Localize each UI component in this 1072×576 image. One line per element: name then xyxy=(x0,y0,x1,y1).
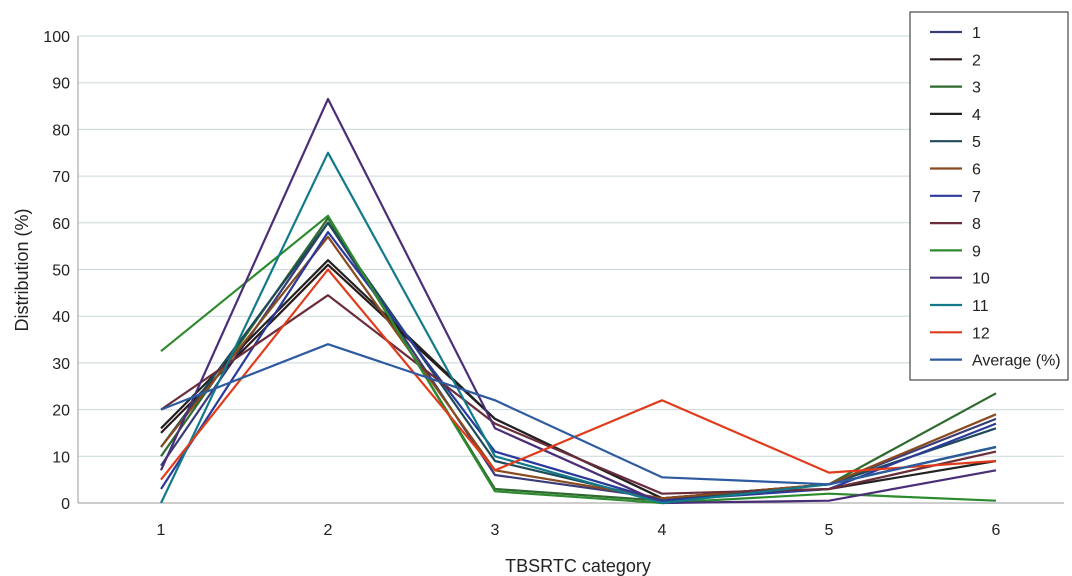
series-line-11 xyxy=(160,151,997,505)
x-tick-label: 5 xyxy=(825,522,834,539)
y-tick-label: 90 xyxy=(52,76,70,93)
legend-label: 8 xyxy=(972,216,981,233)
legend-label: 5 xyxy=(972,134,981,151)
x-tick-label: 6 xyxy=(992,522,1001,539)
series-line-8 xyxy=(160,294,997,495)
legend-label: 11 xyxy=(972,298,989,315)
legend-label: 7 xyxy=(972,189,981,206)
y-tick-label: 70 xyxy=(52,169,70,186)
x-tick-label: 3 xyxy=(491,522,500,539)
series-line-5 xyxy=(160,221,997,502)
legend-label: 2 xyxy=(972,52,981,69)
series-line-10 xyxy=(159,97,997,505)
y-tick-label: 50 xyxy=(52,263,70,280)
legend-label: 1 xyxy=(972,25,981,42)
y-tick-label: 60 xyxy=(52,216,70,233)
y-tick-labels: 0 10 20 30 40 50 60 70 80 90 100 xyxy=(43,29,70,513)
legend-label: 9 xyxy=(972,243,981,260)
series-line-12 xyxy=(160,268,997,481)
y-tick-label: 20 xyxy=(52,403,70,420)
y-tick-label: 10 xyxy=(52,449,70,466)
y-axis-title: Distribution (%) xyxy=(12,208,32,331)
series-line-13 xyxy=(160,343,997,486)
legend-label: 4 xyxy=(972,107,981,124)
axes xyxy=(77,36,1064,504)
legend-label: 12 xyxy=(972,325,990,342)
y-tick-label: 40 xyxy=(52,309,70,326)
y-tick-label: 30 xyxy=(52,356,70,373)
legend-label: Average (%) xyxy=(972,353,1061,370)
legend-label: 3 xyxy=(972,80,981,97)
y-tick-label: 80 xyxy=(52,122,70,139)
x-tick-label: 4 xyxy=(658,522,667,539)
legend-label: 10 xyxy=(972,271,990,288)
x-tick-label: 2 xyxy=(324,522,333,539)
y-tick-label: 100 xyxy=(43,29,70,46)
series-line-3 xyxy=(160,217,997,502)
legend-label: 6 xyxy=(972,162,981,179)
series-line-2 xyxy=(160,263,997,500)
y-tick-label: 0 xyxy=(61,496,70,513)
series-line-6 xyxy=(160,235,997,500)
series-lines xyxy=(159,97,997,505)
x-tick-label: 1 xyxy=(157,522,166,539)
x-axis-title: TBSRTC category xyxy=(505,556,651,576)
x-tick-labels: 1 2 3 4 5 6 xyxy=(157,522,1001,539)
